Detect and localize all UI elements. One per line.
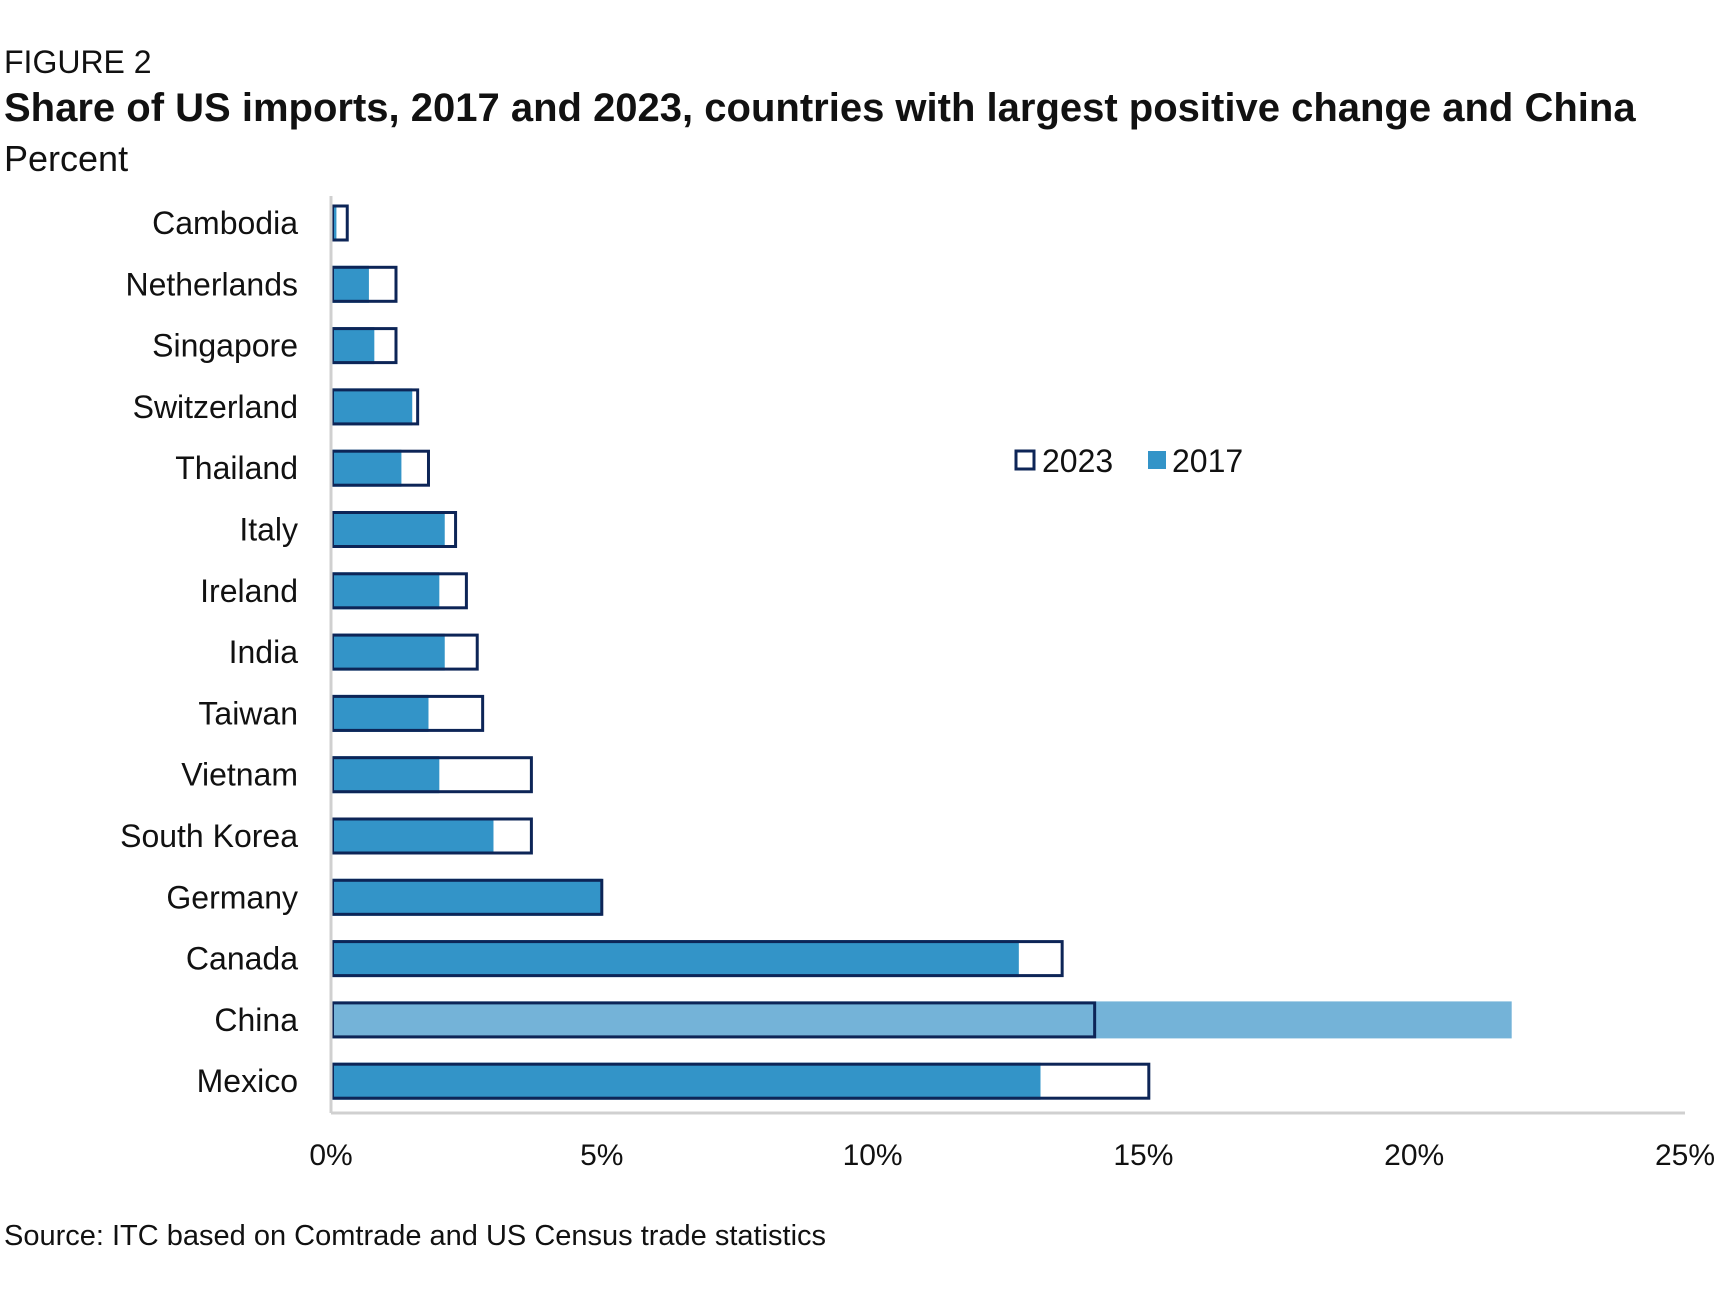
bar-2017-mexico	[331, 1062, 1041, 1100]
category-label-china: China	[214, 1002, 298, 1038]
category-label-cambodia: Cambodia	[152, 205, 298, 241]
source-note: Source: ITC based on Comtrade and US Cen…	[4, 1220, 827, 1252]
bar-2017-singapore	[331, 327, 375, 365]
category-label-germany: Germany	[166, 879, 298, 915]
category-label-vietnam: Vietnam	[181, 757, 298, 793]
legend-swatch-2023	[1014, 449, 1036, 471]
category-label-italy: Italy	[239, 512, 298, 548]
chart-subtitle: Percent	[4, 138, 129, 179]
category-label-thailand: Thailand	[175, 450, 298, 486]
figure-label: FIGURE 2	[4, 44, 152, 80]
x-tick-label: 20%	[1384, 1139, 1444, 1172]
legend-swatch-2017	[1148, 451, 1166, 469]
category-label-south-korea: South Korea	[120, 818, 298, 854]
x-tick-label: 15%	[1113, 1139, 1173, 1172]
bar-2017-vietnam	[331, 756, 440, 794]
x-tick-label: 25%	[1655, 1139, 1715, 1172]
category-label-netherlands: Netherlands	[125, 266, 298, 302]
bar-2017-south-korea	[331, 817, 494, 855]
bar-2017-taiwan	[331, 694, 429, 732]
bar-2017-netherlands	[331, 265, 369, 303]
category-label-india: India	[229, 634, 299, 670]
bar-2017-germany	[331, 878, 602, 916]
chart-title: Share of US imports, 2017 and 2023, coun…	[4, 86, 1636, 130]
category-label-singapore: Singapore	[152, 328, 298, 364]
bar-2017-ireland	[331, 572, 440, 610]
category-label-ireland: Ireland	[200, 573, 298, 609]
x-tick-label: 0%	[309, 1139, 352, 1172]
bar-2017-india	[331, 633, 445, 671]
legend-label-2023: 2023	[1042, 443, 1113, 479]
bar-2017-switzerland	[331, 388, 413, 426]
bar-2017-china	[331, 1001, 1512, 1039]
legend-label-2017: 2017	[1172, 443, 1243, 479]
category-label-switzerland: Switzerland	[133, 389, 298, 425]
x-tick-label: 10%	[843, 1139, 903, 1172]
category-label-canada: Canada	[186, 941, 298, 977]
category-label-mexico: Mexico	[197, 1063, 298, 1099]
bar-2017-thailand	[331, 449, 402, 487]
bar-2017-italy	[331, 511, 445, 548]
x-tick-label: 5%	[580, 1139, 623, 1172]
bar-2017-canada	[331, 940, 1019, 978]
category-label-taiwan: Taiwan	[198, 695, 298, 731]
